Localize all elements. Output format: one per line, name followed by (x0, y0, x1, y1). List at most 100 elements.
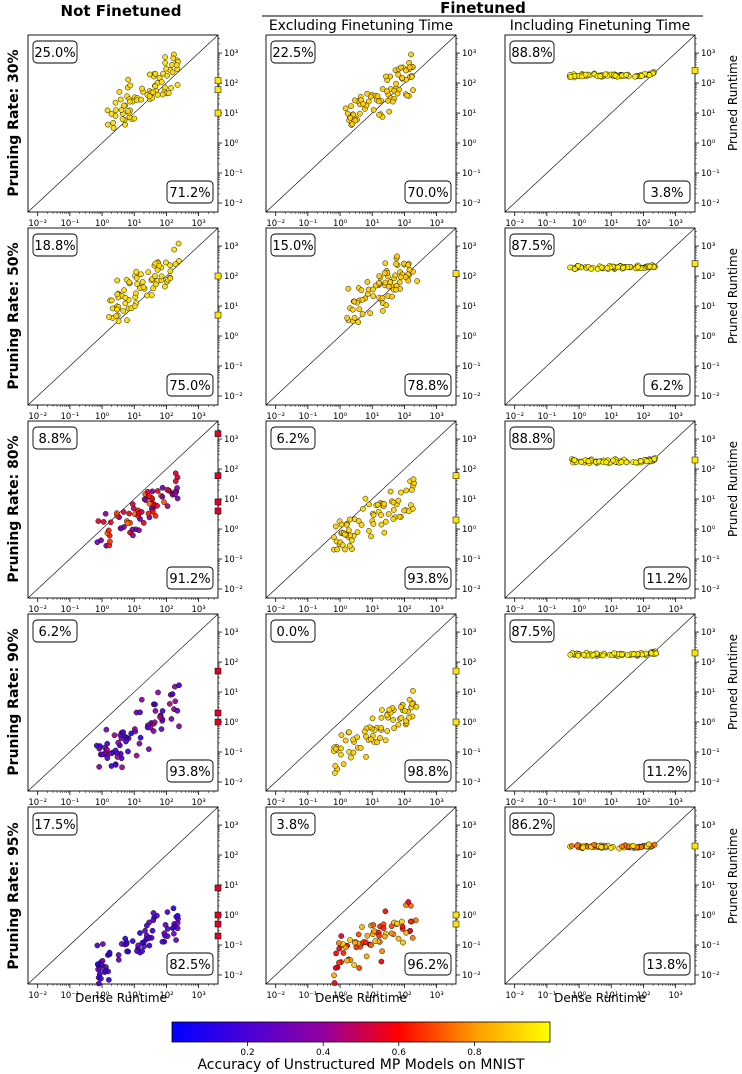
pct-below-frame (166, 373, 214, 397)
y-tick-label: 10⁰ (224, 525, 239, 535)
data-point (393, 80, 399, 87)
data-point (651, 455, 658, 462)
y-tick-label: 10⁻¹ (224, 362, 243, 372)
data-point (350, 736, 356, 743)
ylabel-row-3: Pruned Runtime (726, 441, 740, 537)
data-point (106, 977, 112, 983)
pct-below-label: 98.8% (407, 765, 448, 780)
row-label-80: Pruning Rate: 80% (6, 435, 22, 582)
pct-above-frame (509, 233, 555, 257)
data-point (370, 293, 377, 300)
x-tick-label: 10⁻¹ (538, 798, 557, 808)
pct-below-label: 6.2% (650, 379, 683, 394)
data-point (346, 527, 352, 534)
y-tick-label: 10⁻² (462, 199, 481, 209)
y-tick-label: 10¹ (701, 881, 715, 891)
data-point (98, 975, 104, 982)
data-point (100, 519, 107, 525)
pct-above-box: 86.2% (509, 812, 555, 836)
pct-above-box: 88.8% (509, 426, 555, 450)
panel-r1-c3: 10⁻² 10⁻² 10⁻¹ 10⁻¹ 10⁰ 10⁰ 10¹ 10¹ 10² 10² 10³ 10³… (504, 34, 720, 229)
colorbar-tick-label: 0.4 (316, 1048, 331, 1058)
y-tick-label: 10⁻² (701, 778, 720, 788)
data-point (115, 952, 122, 958)
data-point (378, 512, 384, 518)
y-tick-label: 10⁻¹ (701, 748, 720, 758)
data-point (381, 270, 388, 276)
data-point (585, 458, 592, 465)
data-point (394, 920, 401, 927)
pct-below-box: 96.2% (404, 952, 452, 976)
data-point (619, 651, 625, 658)
row-label-50: Pruning Rate: 50% (6, 242, 22, 389)
data-point (348, 103, 354, 109)
panel-r3-c2: 10⁻² 10⁻² 10⁻¹ 10⁻¹ 10⁰ 10⁰ 10¹ 10¹ 10² 10² 10³ 10³… (265, 420, 481, 615)
data-point (354, 529, 361, 536)
data-point (170, 55, 177, 62)
data-point (612, 72, 619, 79)
pct-above-frame (270, 812, 316, 836)
data-point (111, 732, 118, 739)
data-point (133, 275, 140, 281)
pct-below-box: 93.8% (166, 759, 214, 783)
x-tick-label: 10⁻² (28, 991, 47, 1001)
data-point (146, 942, 153, 949)
data-point (114, 277, 121, 284)
data-point (110, 119, 116, 126)
pct-above-label: 25.0% (34, 46, 75, 61)
data-point (598, 844, 605, 850)
x-tick-label: 10⁰ (333, 219, 348, 229)
data-point (133, 752, 140, 759)
data-point (347, 937, 353, 943)
data-point (138, 96, 145, 103)
data-point (342, 737, 349, 744)
data-point (368, 533, 374, 540)
edge-marker (214, 920, 222, 928)
data-point (409, 487, 415, 493)
data-point (114, 291, 121, 298)
data-point (95, 518, 102, 524)
data-point (630, 842, 637, 849)
data-point (396, 279, 403, 286)
pct-above-box: 22.5% (270, 40, 316, 64)
data-point (162, 54, 168, 60)
colorbar-tick-label: 0.6 (392, 1048, 407, 1058)
data-point (381, 529, 388, 536)
data-point (348, 754, 354, 761)
pct-below-frame (166, 759, 214, 783)
data-point (399, 923, 406, 930)
x-tick-label: 10⁻¹ (61, 219, 80, 229)
x-tick-label: 10⁻¹ (299, 991, 318, 1001)
data-point (152, 70, 159, 77)
pct-below-label: 13.8% (646, 958, 687, 973)
x-tick-label: 10¹ (365, 219, 379, 229)
data-point (174, 485, 180, 491)
data-point (94, 942, 101, 949)
data-point (604, 265, 611, 271)
y-tick-label: 10⁰ (701, 525, 716, 535)
pct-above-box: 6.2% (32, 619, 78, 643)
pct-above-box: 0.0% (270, 619, 316, 643)
pct-above-label: 22.5% (272, 46, 313, 61)
data-point (406, 696, 413, 703)
diagonal-line (504, 613, 696, 792)
data-point (117, 96, 124, 103)
data-point (150, 917, 157, 924)
y-tick-label: 10³ (462, 435, 476, 445)
data-point (169, 691, 176, 697)
data-point (118, 941, 125, 947)
pct-above-frame (32, 426, 78, 450)
y-tick-label: 10⁻² (224, 971, 243, 981)
pct-above-box: 17.5% (32, 812, 78, 836)
y-tick-label: 10⁻² (224, 199, 243, 209)
data-point (158, 726, 165, 732)
data-point (174, 912, 181, 919)
x-tick-label: 10² (397, 412, 411, 422)
data-point (651, 841, 658, 848)
data-point (341, 531, 348, 538)
data-point (122, 300, 129, 307)
pct-below-box: 93.8% (404, 566, 452, 590)
data-point (567, 264, 573, 271)
data-point (159, 484, 166, 491)
data-point (138, 509, 145, 515)
